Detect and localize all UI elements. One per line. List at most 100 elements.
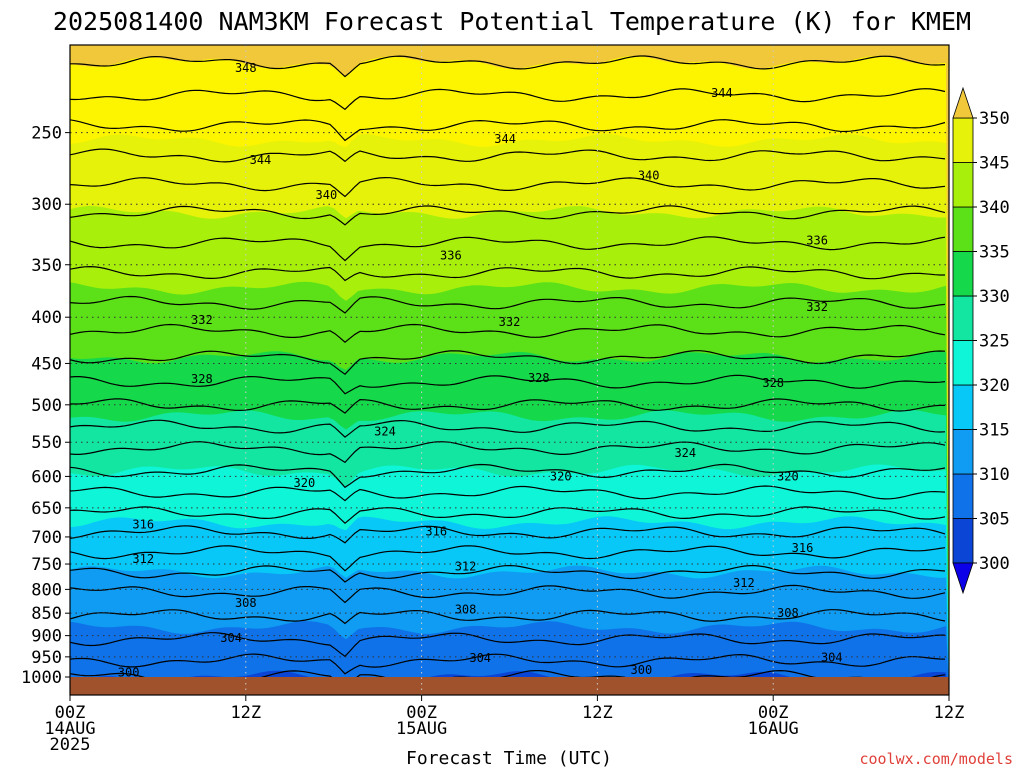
- y-tick-label: 750: [31, 555, 62, 575]
- contour-label: 348: [235, 61, 257, 75]
- contour-line: [70, 419, 946, 438]
- contour-label: 300: [118, 665, 140, 679]
- contour-label: 336: [440, 249, 462, 263]
- contour-line: [70, 119, 946, 142]
- contour-line: [70, 374, 946, 395]
- colorbar-band: [952, 117, 974, 163]
- colorbar-band: [952, 384, 974, 430]
- x-axis-label: Forecast Time (UTC): [406, 748, 612, 768]
- y-tick-label: 850: [31, 604, 62, 624]
- ground-surface: [70, 677, 949, 695]
- x-tick-label: 2025: [50, 735, 91, 755]
- y-tick-label: 950: [31, 648, 62, 668]
- contour-label: 324: [674, 446, 696, 460]
- y-tick-label: 300: [31, 195, 62, 215]
- contour-label: 336: [806, 233, 828, 247]
- plot-area: 348 344 344 344 340 340 336 336 332 332 332 328 328 3…: [70, 45, 949, 695]
- contour-line: [70, 265, 945, 282]
- contour-line: [70, 323, 946, 343]
- colorbar-band: [952, 162, 974, 208]
- x-tick-label: 15AUG: [396, 719, 447, 739]
- contour-line: [70, 176, 946, 198]
- colorbar-label: 350: [979, 109, 1010, 129]
- contour-line: [70, 205, 946, 226]
- contour-label: 316: [425, 524, 447, 538]
- x-tick-label: 14AUG: [44, 719, 95, 739]
- colorbar-band: [952, 473, 974, 519]
- x-tick-label: 12Z: [934, 703, 965, 723]
- contour-label: 340: [316, 188, 338, 202]
- colorbar-label: 330: [979, 287, 1010, 307]
- contour-line: [70, 506, 946, 524]
- contour-line: [70, 148, 946, 163]
- contour-label: 340: [638, 169, 660, 183]
- contour-line: [70, 584, 946, 604]
- contour-lines: [70, 55, 946, 689]
- contour-line: [70, 485, 946, 502]
- chart-title: 2025081400 NAM3KM Forecast Potential Tem…: [53, 7, 971, 36]
- colorbar-label: 335: [979, 243, 1010, 263]
- colorbar-label: 305: [979, 510, 1010, 530]
- grid-lines: [70, 45, 949, 695]
- contour-label: 344: [494, 132, 516, 146]
- colorbar-band: [952, 429, 974, 475]
- x-tick-label: 16AUG: [748, 719, 799, 739]
- contour-label: 304: [220, 631, 242, 645]
- colorbar-label: 315: [979, 421, 1010, 441]
- colorbar-label: 345: [979, 154, 1010, 174]
- contour-labels: 348 344 344 344 340 340 336 336 332 332 332 328 328 3…: [118, 61, 843, 679]
- x-tick-label: 12Z: [582, 703, 613, 723]
- contour-line: [70, 350, 946, 375]
- contour-line: [70, 545, 946, 572]
- contour-label: 332: [806, 300, 828, 314]
- contour-line: [70, 564, 946, 583]
- contour-label: 304: [469, 651, 491, 665]
- x-tick-label: 00Z: [406, 703, 437, 723]
- contour-line: [70, 463, 946, 489]
- colorbar-label: 310: [979, 465, 1010, 485]
- colorbar-label: 320: [979, 376, 1010, 396]
- colorbar-top-arrow: [952, 86, 974, 119]
- contour-label: 320: [550, 469, 572, 483]
- contour-label: 304: [821, 651, 843, 665]
- contour-label: 328: [191, 372, 213, 386]
- y-tick-label: 700: [31, 528, 62, 548]
- colorbar-band: [952, 295, 974, 341]
- contour-label: 332: [191, 313, 213, 327]
- colorbar-label: 325: [979, 332, 1010, 352]
- contour-label: 320: [777, 469, 799, 483]
- contour-line: [70, 653, 946, 675]
- contour-label: 328: [762, 376, 784, 390]
- contour-label: 308: [777, 606, 799, 620]
- contour-label: 308: [235, 596, 257, 610]
- contour-label: 312: [733, 576, 755, 590]
- y-tick-label: 800: [31, 580, 62, 600]
- contour-line: [70, 55, 946, 78]
- contour-line: [70, 295, 946, 314]
- colorbar-band: [952, 206, 974, 252]
- contour-line: [70, 525, 946, 544]
- x-tick-label: 12Z: [230, 703, 261, 723]
- contour-line: [70, 236, 946, 262]
- colorbar-bottom-arrow: [952, 562, 974, 595]
- y-tick-label: 1000: [21, 668, 62, 688]
- x-tick-label: 00Z: [758, 703, 789, 723]
- contour-line: [70, 398, 945, 414]
- plot-frame: [69, 44, 950, 696]
- contour-label: 328: [528, 371, 550, 385]
- contour-label: 332: [499, 315, 521, 329]
- y-tick-label: 650: [31, 499, 62, 519]
- contour-line: [70, 88, 946, 111]
- y-tick-label: 600: [31, 467, 62, 487]
- y-tick-label: 900: [31, 627, 62, 647]
- x-tick-label: 00Z: [55, 703, 86, 723]
- y-axis-ticks: 250 300 350 400 450 500 550 600 650 700 750 800 850 9…: [21, 124, 70, 688]
- credit-text: coolwx.com/models: [859, 750, 1013, 768]
- contour-label: 312: [132, 552, 154, 566]
- y-tick-label: 450: [31, 354, 62, 374]
- contour-label: 344: [711, 86, 733, 100]
- colorbar-band: [952, 340, 974, 386]
- contour-label: 324: [374, 424, 396, 438]
- colorbar-band: [952, 518, 974, 564]
